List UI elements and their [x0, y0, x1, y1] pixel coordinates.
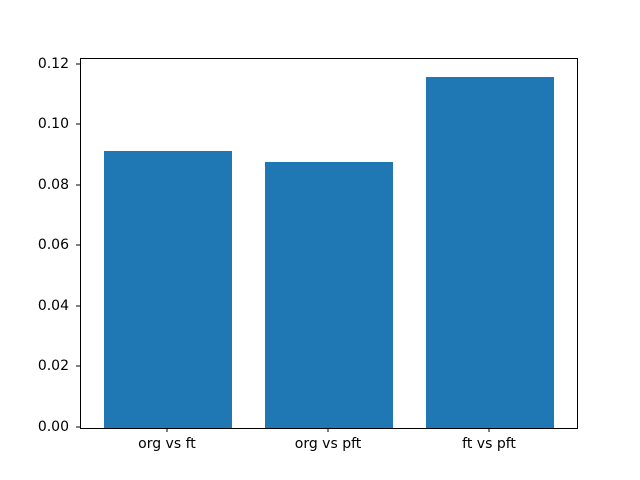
y-tick-label: 0.02: [37, 358, 69, 375]
y-tick-label: 0.08: [37, 176, 69, 193]
y-tick-label: 0.10: [37, 116, 69, 133]
y-tick-mark: [76, 63, 80, 65]
bar-ft-vs-pft: [425, 76, 555, 428]
y-tick-mark: [76, 365, 80, 367]
y-tick-label: 0.06: [37, 237, 69, 254]
bar-org-vs-ft: [103, 151, 233, 428]
x-tick-label-ft-vs-pft: ft vs pft: [462, 436, 516, 452]
bar-org-vs-pft: [264, 162, 394, 428]
y-tick-mark: [76, 123, 80, 125]
x-tick-mark: [327, 428, 329, 432]
plot-area: [80, 58, 578, 429]
y-tick-label: 0.00: [37, 419, 69, 435]
x-tick-label-org-vs-ft: org vs ft: [138, 436, 196, 452]
y-tick-mark: [76, 184, 80, 186]
x-tick-mark: [166, 428, 168, 432]
x-tick-label-org-vs-pft: org vs pft: [294, 436, 362, 452]
y-tick-label: 0.12: [37, 55, 69, 72]
y-tick-mark: [76, 244, 80, 246]
x-tick-mark: [488, 428, 490, 432]
y-tick-mark: [76, 305, 80, 307]
y-tick-mark: [76, 426, 80, 428]
y-tick-label: 0.04: [37, 297, 69, 314]
